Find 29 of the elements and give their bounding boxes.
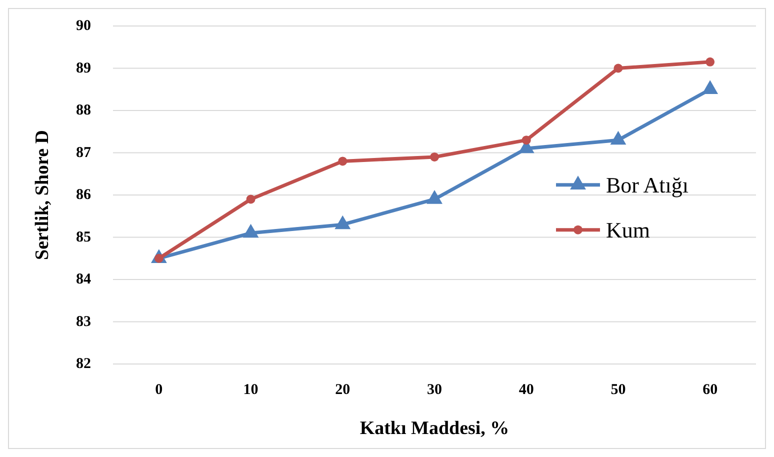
x-tick-label: 10	[243, 382, 258, 398]
point	[242, 224, 259, 238]
point	[522, 136, 531, 145]
y-tick-label: 90	[76, 18, 91, 34]
y-axis-title: Sertlik, Shore D	[32, 130, 53, 260]
point	[614, 64, 623, 73]
point	[426, 190, 442, 204]
y-tick-label: 85	[76, 229, 91, 246]
point	[706, 57, 715, 66]
y-tick-label: 86	[76, 187, 92, 203]
y-tick-label: 83	[76, 314, 91, 330]
x-tick-label: 0	[155, 382, 163, 398]
y-tick-label: 89	[76, 60, 91, 76]
y-tick-label: 84	[76, 272, 92, 288]
point	[610, 130, 626, 145]
x-axis-title: Katkı Maddesi, %	[360, 418, 510, 439]
legend-label: Kum	[606, 217, 650, 242]
x-tick-label: 20	[335, 382, 350, 398]
x-tick-label: 30	[427, 382, 442, 398]
point	[338, 156, 348, 166]
x-tick-label: 60	[702, 382, 718, 398]
point	[430, 152, 439, 162]
x-tick-label: 50	[610, 382, 626, 398]
y-tick-label: 87	[76, 144, 92, 161]
legend-label: Bor Atığı	[606, 172, 689, 198]
point	[334, 215, 351, 230]
x-tick-label: 40	[518, 382, 534, 398]
y-tick-label: 82	[76, 356, 91, 372]
y-tick-label: 88	[76, 102, 91, 118]
